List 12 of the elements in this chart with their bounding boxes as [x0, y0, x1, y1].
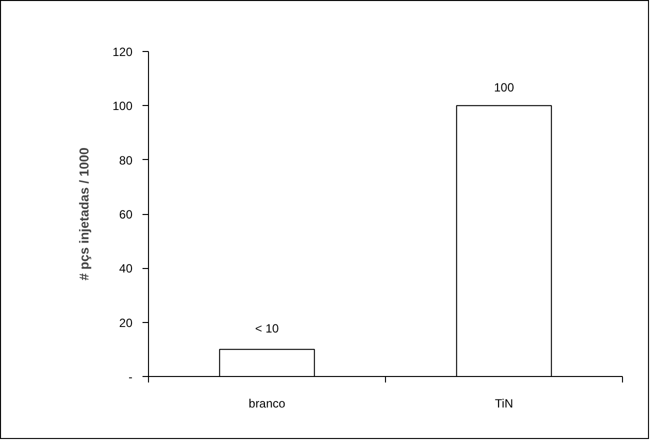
y-tick-label: 120 — [112, 45, 133, 59]
text: < 10 — [255, 321, 279, 336]
y-tick-label: 80 — [119, 153, 133, 168]
y-tick-label: 60 — [119, 208, 133, 222]
y-tick-label: 100 — [112, 99, 133, 114]
y-tick-label: 40 — [119, 262, 133, 276]
y-axis-title: # pçs injetadas / 1000 — [76, 148, 92, 280]
x-tick-label: branco — [248, 396, 286, 410]
y-tick-label: 20 — [119, 316, 133, 330]
text: 100 — [494, 80, 514, 95]
x-tick-label: TiN — [494, 396, 514, 410]
y-tick-label: - — [128, 370, 133, 384]
